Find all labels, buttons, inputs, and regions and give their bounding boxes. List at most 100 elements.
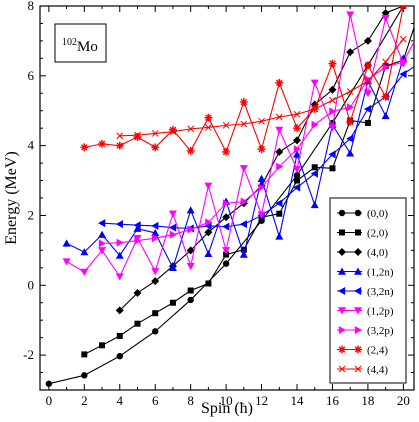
data-point	[346, 48, 355, 57]
data-point	[152, 328, 159, 335]
data-point	[355, 229, 361, 236]
series	[62, 11, 408, 281]
data-point	[338, 287, 346, 295]
nucleus-annotation: 102Mo	[54, 23, 107, 63]
legend-entry: (4,4)	[337, 364, 388, 376]
data-point	[115, 220, 123, 229]
data-point	[151, 143, 160, 152]
data-point	[204, 249, 213, 258]
data-point	[186, 246, 195, 255]
x-axis-title: Spin (ħ)	[201, 400, 253, 417]
data-point	[240, 120, 248, 128]
data-point	[329, 96, 336, 104]
legend-label: (2,0)	[367, 228, 388, 240]
data-point	[133, 221, 141, 230]
data-point	[239, 250, 248, 258]
data-point	[381, 92, 390, 101]
y-tick-label: -2	[23, 347, 34, 362]
data-series	[45, 6, 414, 387]
data-point	[187, 225, 195, 234]
data-point	[338, 345, 346, 354]
data-point	[275, 78, 284, 87]
series-line	[66, 14, 404, 278]
data-point	[400, 57, 408, 66]
data-point	[363, 61, 372, 70]
data-point	[338, 248, 346, 256]
data-point	[354, 248, 362, 256]
legend-label: (4,4)	[367, 364, 388, 376]
data-point	[275, 126, 284, 134]
data-point	[116, 352, 123, 360]
data-point	[257, 211, 266, 219]
data-point	[168, 223, 177, 232]
x-tick-label: 4	[117, 393, 124, 408]
data-point	[240, 246, 247, 253]
data-point	[338, 307, 346, 315]
data-point	[363, 104, 372, 113]
series	[116, 35, 407, 140]
data-point	[328, 59, 337, 68]
data-point	[400, 35, 407, 43]
data-point	[239, 98, 248, 106]
data-point	[186, 262, 195, 271]
y-tick-label: 4	[28, 138, 35, 153]
data-point	[354, 287, 362, 295]
data-point	[205, 124, 212, 131]
data-point	[222, 222, 230, 231]
data-point	[134, 236, 142, 245]
data-point	[293, 145, 302, 154]
data-point	[381, 8, 390, 17]
data-point	[186, 146, 195, 155]
data-point	[346, 117, 355, 126]
data-point	[346, 103, 355, 112]
data-point	[276, 162, 284, 171]
legend-label: (1,2p)	[367, 306, 394, 318]
data-point	[239, 165, 248, 173]
x-tick-label: 10	[220, 393, 233, 408]
data-point	[338, 209, 346, 217]
data-point	[116, 238, 124, 247]
data-point	[276, 210, 283, 217]
x-tick-label: 0	[46, 393, 53, 408]
x-tick-label: 18	[361, 393, 374, 408]
data-point	[328, 85, 337, 94]
y-tick-label: 8	[28, 0, 35, 13]
y-tick-label: 2	[28, 207, 35, 222]
data-point	[98, 239, 107, 248]
data-point	[134, 320, 141, 327]
data-point	[151, 221, 159, 230]
data-point	[204, 221, 212, 230]
data-point	[222, 199, 231, 208]
x-tick-label: 12	[255, 393, 268, 408]
data-point	[222, 247, 231, 255]
legend-entry: (3,2n)	[337, 286, 394, 298]
data-point	[381, 15, 390, 23]
data-point	[151, 130, 159, 137]
data-point	[116, 132, 124, 140]
legend-entry: (3,2p)	[337, 325, 394, 337]
data-point	[311, 120, 319, 129]
data-point	[81, 372, 88, 379]
data-point	[115, 273, 124, 281]
data-point	[152, 234, 160, 243]
legend-entry: (1,2p)	[337, 306, 394, 318]
x-tick-label: 6	[152, 393, 159, 408]
data-point	[339, 229, 345, 236]
data-point	[363, 90, 372, 98]
data-point	[223, 251, 230, 258]
data-point	[311, 105, 319, 113]
data-point	[98, 219, 106, 228]
data-point	[364, 77, 372, 85]
data-point	[257, 174, 266, 182]
data-point	[80, 248, 89, 256]
data-point	[204, 113, 213, 122]
data-point	[275, 147, 284, 156]
data-point	[293, 172, 301, 179]
legend-label: (3,2p)	[367, 325, 394, 337]
legend-entry: (1,2n)	[337, 267, 394, 279]
data-point	[169, 299, 176, 306]
y-tick-label: 6	[28, 68, 35, 83]
series-line	[66, 58, 404, 270]
legend-label: (3,2n)	[367, 286, 394, 298]
data-point	[293, 136, 302, 145]
